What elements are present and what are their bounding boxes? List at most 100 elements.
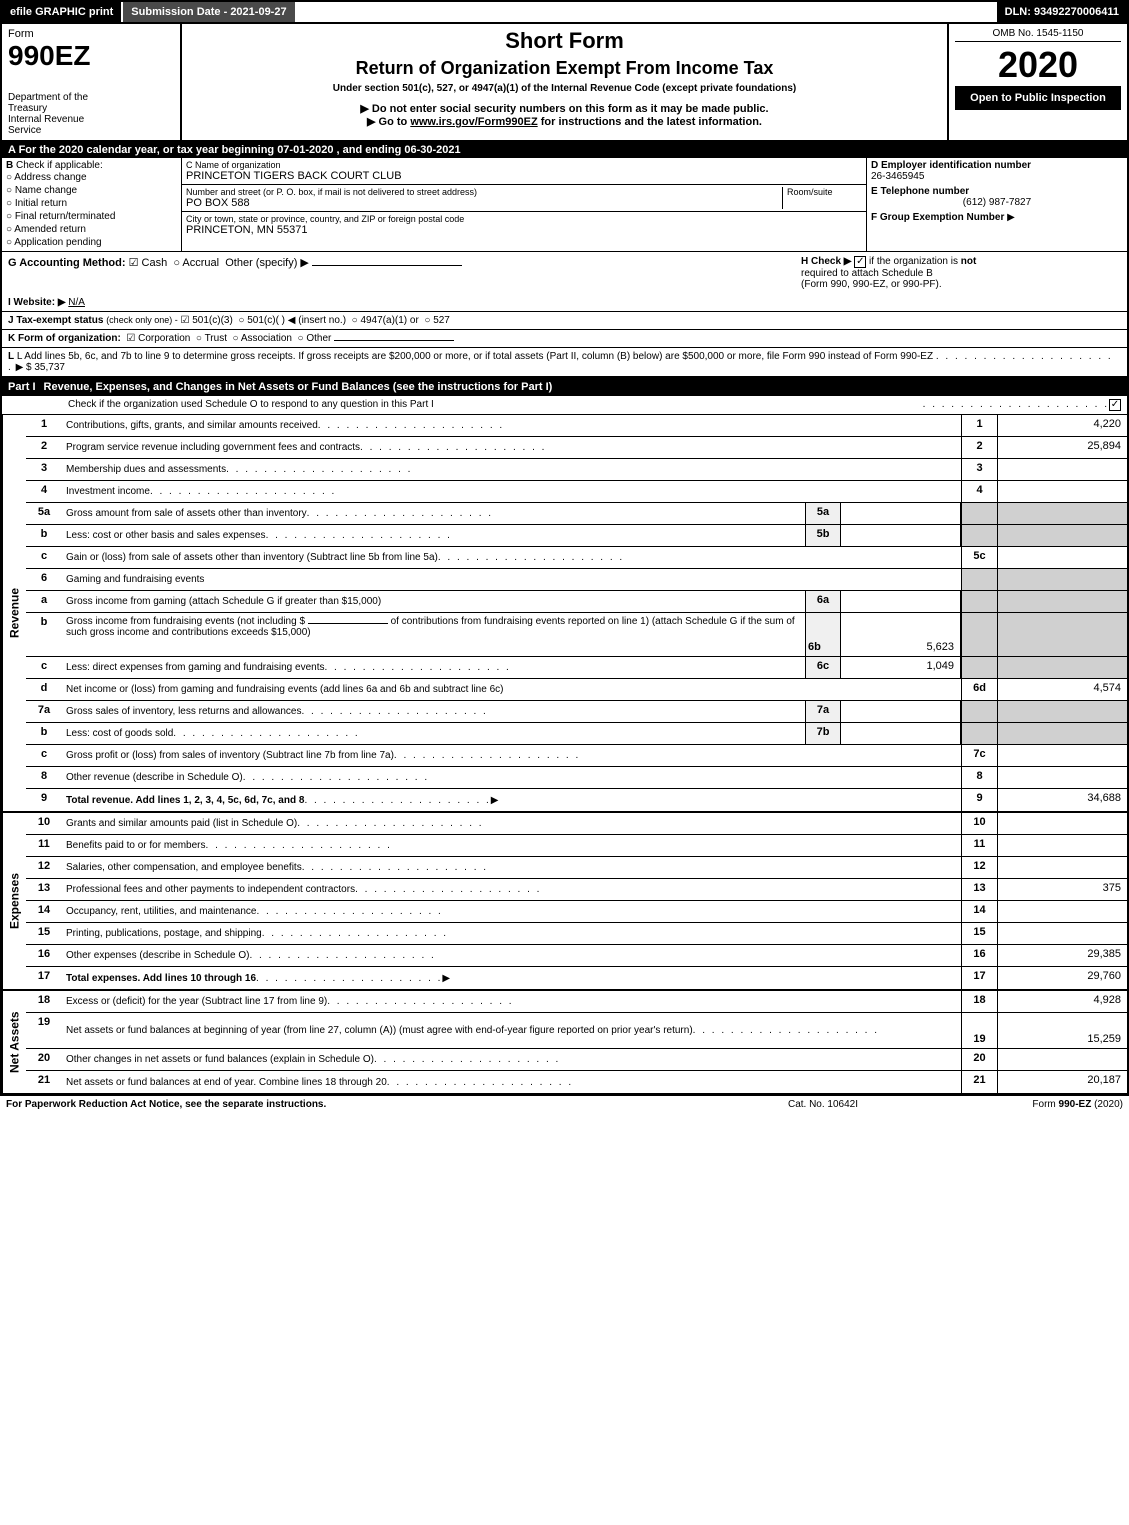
- line-15-num: 15: [26, 923, 62, 944]
- h-line2: required to attach Schedule B: [801, 268, 933, 279]
- other-org-input[interactable]: [334, 340, 454, 341]
- line-5b: b Less: cost or other basis and sales ex…: [26, 525, 1127, 547]
- line-9-col: 9: [961, 789, 997, 811]
- net-assets-vlabel: Net Assets: [2, 991, 26, 1093]
- checkbox-initial-return[interactable]: Initial return: [6, 197, 177, 210]
- open-to-public-box: Open to Public Inspection: [955, 86, 1121, 110]
- page-footer: For Paperwork Reduction Act Notice, see …: [0, 1095, 1129, 1113]
- tax-exempt-sub: (check only one) -: [106, 315, 178, 325]
- line-7a: 7a Gross sales of inventory, less return…: [26, 701, 1127, 723]
- line-5b-desc: Less: cost or other basis and sales expe…: [62, 525, 805, 546]
- line-6d-col: 6d: [961, 679, 997, 700]
- line-6b-minival: 5,623: [841, 613, 961, 656]
- line-18-desc: Excess or (deficit) for the year (Subtra…: [62, 991, 961, 1012]
- line-17: 17 Total expenses. Add lines 10 through …: [26, 967, 1127, 989]
- checkbox-trust[interactable]: Trust: [196, 333, 227, 344]
- other-specify-input[interactable]: [312, 265, 462, 266]
- line-21-desc: Net assets or fund balances at end of ye…: [62, 1071, 961, 1093]
- row-h: H Check ▶ ✓ if the organization is not r…: [801, 256, 1121, 290]
- row-k-form-of-org: K Form of organization: Corporation Trus…: [0, 330, 1129, 348]
- line-6b-mini: 6b: [805, 613, 841, 656]
- checkbox-address-change[interactable]: Address change: [6, 171, 177, 184]
- line-7c-val: [997, 745, 1127, 766]
- line-15-col: 15: [961, 923, 997, 944]
- checkbox-527[interactable]: 527: [424, 315, 450, 326]
- line-6a-desc: Gross income from gaming (attach Schedul…: [62, 591, 805, 612]
- checkbox-501c3[interactable]: 501(c)(3): [181, 315, 233, 326]
- line-8-val: [997, 767, 1127, 788]
- checkbox-schedule-b-not-required[interactable]: ✓: [854, 256, 866, 268]
- header-center: Short Form Return of Organization Exempt…: [182, 24, 947, 140]
- checkbox-final-return[interactable]: Final return/terminated: [6, 210, 177, 223]
- line-2: 2 Program service revenue including gove…: [26, 437, 1127, 459]
- column-def: D Employer identification number 26-3465…: [867, 158, 1127, 251]
- line-7a-desc: Gross sales of inventory, less returns a…: [62, 701, 805, 722]
- checkbox-association[interactable]: Association: [233, 333, 292, 344]
- checkbox-schedule-o-part1[interactable]: ✓: [1109, 399, 1121, 411]
- irs-link[interactable]: www.irs.gov/Form990EZ: [410, 116, 537, 128]
- line-4-desc: Investment income: [62, 481, 961, 502]
- line-21-num: 21: [26, 1071, 62, 1093]
- line-6-val-grey: [997, 569, 1127, 590]
- checkbox-application-pending[interactable]: Application pending: [6, 236, 177, 249]
- checkbox-accrual[interactable]: Accrual: [173, 257, 219, 269]
- line-13-desc: Professional fees and other payments to …: [62, 879, 961, 900]
- line-20-desc: Other changes in net assets or fund bala…: [62, 1049, 961, 1070]
- col-b-letter: B: [6, 160, 13, 171]
- section-a-tax-year: A For the 2020 calendar year, or tax yea…: [0, 142, 1129, 158]
- line-7a-num: 7a: [26, 701, 62, 722]
- line-15-desc: Printing, publications, postage, and shi…: [62, 923, 961, 944]
- line-7b-minival: [841, 723, 961, 744]
- footer-right: Form 990-EZ (2020): [923, 1099, 1123, 1110]
- checkbox-4947a1[interactable]: 4947(a)(1) or: [352, 315, 419, 326]
- warning-ssn: ▶ Do not enter social security numbers o…: [188, 102, 941, 115]
- checkbox-name-change[interactable]: Name change: [6, 184, 177, 197]
- org-address-row: Number and street (or P. O. box, if mail…: [182, 185, 866, 212]
- line-5c-desc: Gain or (loss) from sale of assets other…: [62, 547, 961, 568]
- line-6a-mini: 6a: [805, 591, 841, 612]
- h-not: not: [961, 256, 977, 267]
- column-c: C Name of organization PRINCETON TIGERS …: [182, 158, 867, 251]
- line-5b-minival: [841, 525, 961, 546]
- line-6b-contrib-input[interactable]: [308, 623, 388, 624]
- row-i-website: I Website: ▶ N/A: [0, 294, 1129, 312]
- city-value: PRINCETON, MN 55371: [186, 224, 862, 236]
- efile-print-button[interactable]: efile GRAPHIC print: [2, 2, 123, 22]
- group-exemption-arrow: ▶: [1007, 212, 1015, 223]
- line-5b-col-grey: [961, 525, 997, 546]
- under-section-text: Under section 501(c), 527, or 4947(a)(1)…: [188, 83, 941, 94]
- line-11-val: [997, 835, 1127, 856]
- line-6c-desc: Less: direct expenses from gaming and fu…: [62, 657, 805, 678]
- line-8: 8 Other revenue (describe in Schedule O)…: [26, 767, 1127, 789]
- line-14-col: 14: [961, 901, 997, 922]
- line-4-num: 4: [26, 481, 62, 502]
- line-15: 15 Printing, publications, postage, and …: [26, 923, 1127, 945]
- footer-left: For Paperwork Reduction Act Notice, see …: [6, 1099, 723, 1110]
- top-bar: efile GRAPHIC print Submission Date - 20…: [0, 0, 1129, 24]
- group-exemption-label: F Group Exemption Number: [871, 212, 1004, 223]
- line-3-col: 3: [961, 459, 997, 480]
- checkbox-501c[interactable]: 501(c)( ) ◀ (insert no.): [238, 315, 346, 326]
- line-5a: 5a Gross amount from sale of assets othe…: [26, 503, 1127, 525]
- line-7b-desc: Less: cost of goods sold: [62, 723, 805, 744]
- submission-date-button[interactable]: Submission Date - 2021-09-27: [123, 2, 294, 22]
- line-1-col: 1: [961, 415, 997, 436]
- revenue-vlabel: Revenue: [2, 415, 26, 811]
- tax-exempt-label: J Tax-exempt status: [8, 315, 103, 326]
- line-12-desc: Salaries, other compensation, and employ…: [62, 857, 961, 878]
- topbar-spacer: [295, 2, 997, 22]
- tax-year: 2020: [955, 44, 1121, 86]
- line-6d: d Net income or (loss) from gaming and f…: [26, 679, 1127, 701]
- row-l-text: L Add lines 5b, 6c, and 7b to line 9 to …: [17, 351, 933, 362]
- h-check-prefix: H Check ▶: [801, 256, 854, 267]
- checkbox-cash[interactable]: Cash: [129, 257, 168, 269]
- line-16: 16 Other expenses (describe in Schedule …: [26, 945, 1127, 967]
- ein-label: D Employer identification number: [871, 160, 1123, 171]
- row-l-value: 35,737: [34, 362, 65, 373]
- checkbox-amended-return[interactable]: Amended return: [6, 223, 177, 236]
- line-7c-col: 7c: [961, 745, 997, 766]
- city-label: City or town, state or province, country…: [186, 214, 862, 224]
- checkbox-other-org[interactable]: Other: [298, 333, 332, 344]
- line-4: 4 Investment income 4: [26, 481, 1127, 503]
- checkbox-corporation[interactable]: Corporation: [126, 333, 190, 344]
